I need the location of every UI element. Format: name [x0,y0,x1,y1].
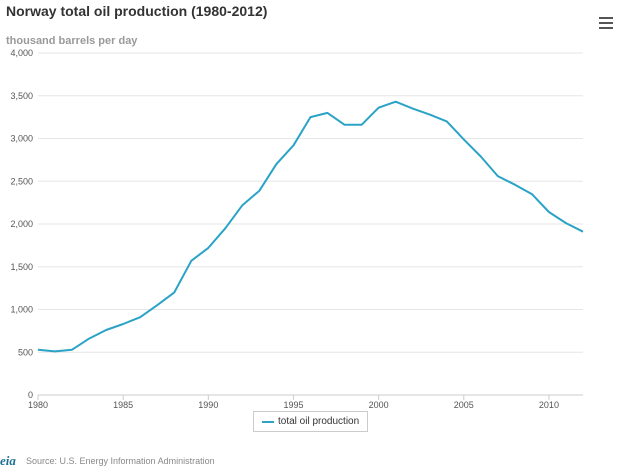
y-tick-label: 2,000 [10,219,33,229]
y-tick-label: 2,500 [10,176,33,186]
x-tick-labels: 1980 1985 1990 1995 2000 2005 2010 [28,400,559,410]
grid-lines [38,52,583,353]
y-tick-label: 500 [18,347,33,357]
y-tick-label: 3,500 [10,91,33,101]
legend-swatch [262,421,274,423]
x-tick-label: 2005 [454,400,474,410]
series-lines [37,100,584,353]
x-tick-label: 1980 [28,400,48,410]
x-tick-label: 1990 [198,400,218,410]
legend-label: total oil production [278,416,360,427]
x-tick-label: 2000 [369,400,389,410]
eia-logo: eia [0,453,16,468]
y-tick-label: 4,000 [10,48,33,58]
x-tick-label: 1995 [283,400,303,410]
legend-item[interactable]: total oil production [253,411,368,432]
axes [37,394,583,400]
x-tick-label: 1985 [113,400,133,410]
y-tick-label: 1,000 [10,305,33,315]
chart-title: Norway total oil production (1980-2012) [6,3,268,19]
hamburger-menu-icon[interactable] [599,17,613,29]
y-tick-label: 3,000 [10,134,33,144]
y-tick-label: 1,500 [10,262,33,272]
y-axis-label: thousand barrels per day [6,35,138,47]
y-tick-label: 0 [28,390,33,400]
y-tick-labels: 0 500 1,000 1,500 2,000 2,500 3,000 3,500 4,000 [10,48,33,400]
x-tick-label: 2010 [539,400,559,410]
series-line-total-oil-production[interactable] [37,100,584,353]
source-credit: Source: U.S. Energy Information Administ… [26,456,215,466]
